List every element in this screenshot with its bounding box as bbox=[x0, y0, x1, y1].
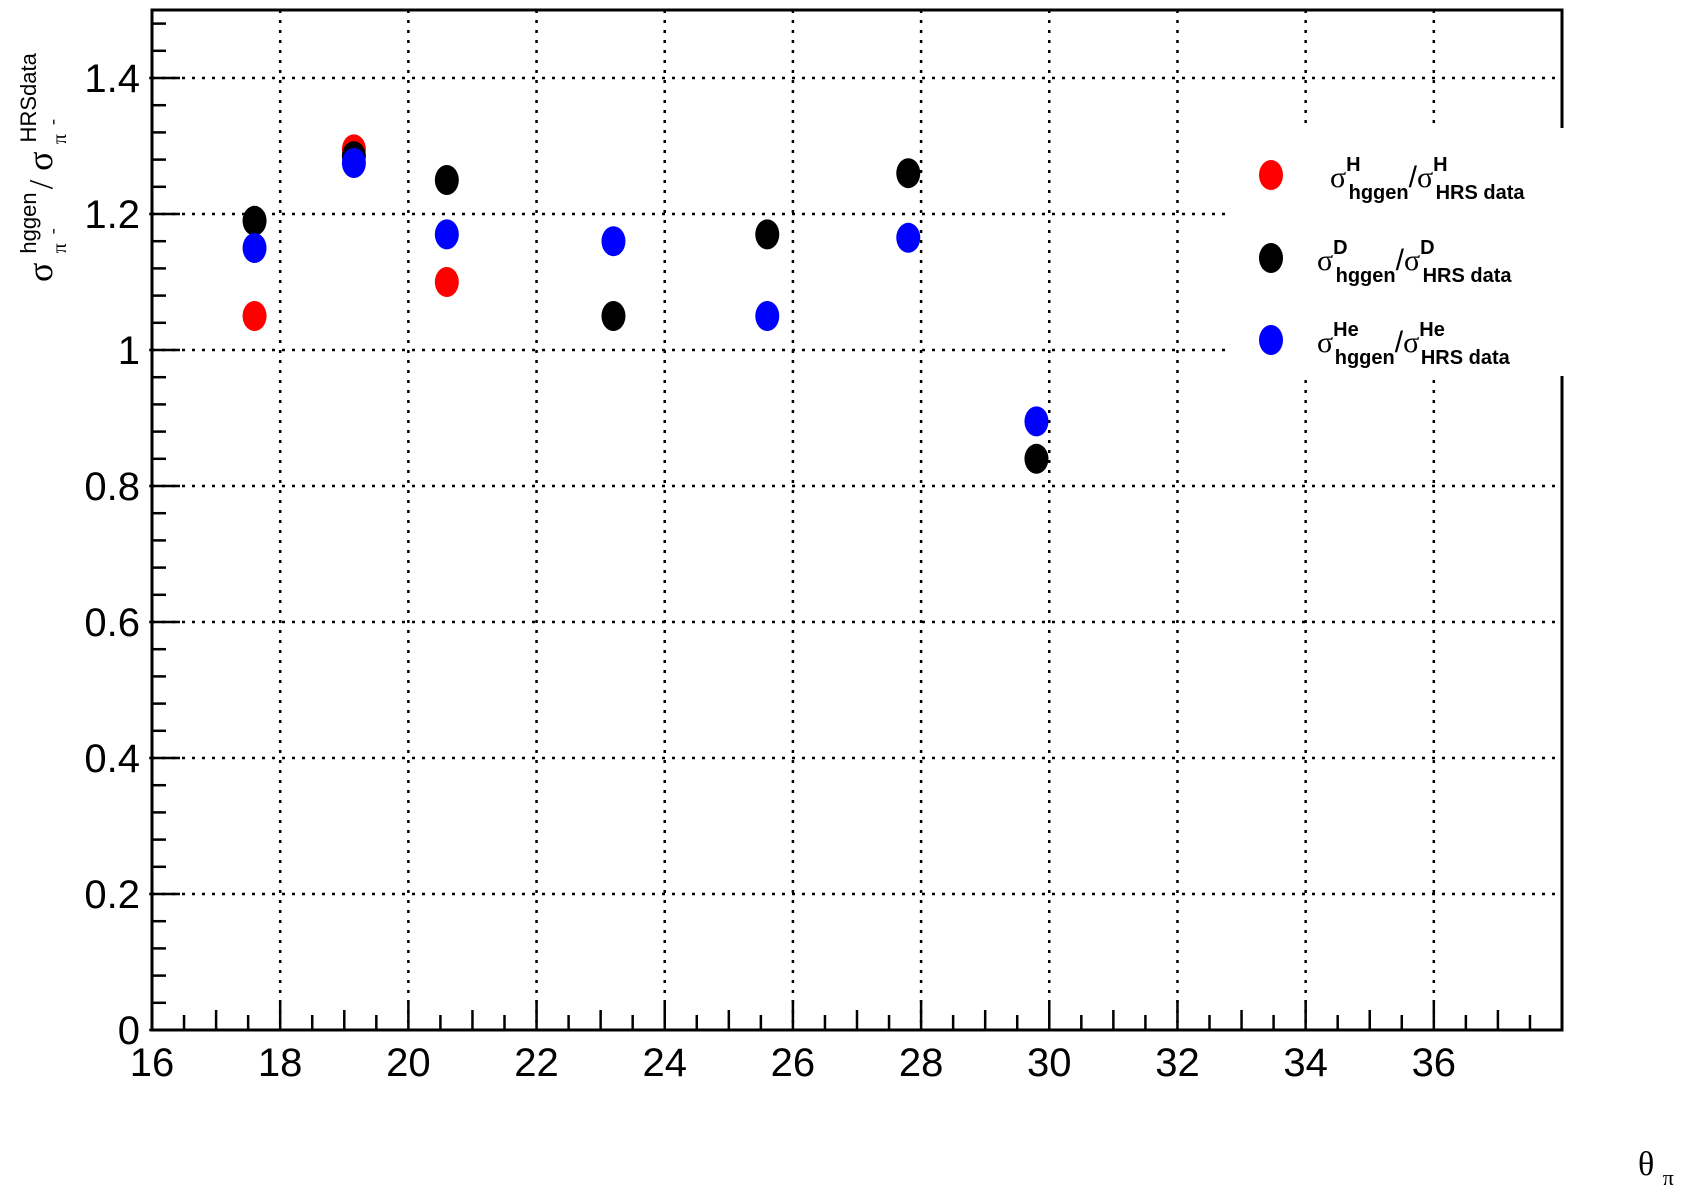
y-tick-label: 1.4 bbox=[84, 57, 140, 101]
y-title-den-sup: HRSdata bbox=[16, 52, 41, 142]
data-point-he bbox=[755, 301, 780, 331]
data-point-d bbox=[434, 165, 459, 195]
data-point-d bbox=[896, 158, 921, 189]
data-point-d bbox=[601, 301, 626, 331]
x-tick-label: 34 bbox=[1283, 1041, 1328, 1085]
y-tick-label: 1 bbox=[118, 329, 140, 373]
y-title-num-base: σ bbox=[20, 263, 60, 282]
x-axis-title-base: θ bbox=[1638, 1146, 1654, 1183]
data-point-d bbox=[242, 205, 267, 236]
y-tick-label: 1.2 bbox=[84, 193, 140, 237]
data-point-h bbox=[434, 267, 459, 297]
y-tick-label: 0.6 bbox=[84, 601, 140, 645]
y-title-den-sub: π bbox=[49, 134, 71, 144]
legend: σH hggen/σH HRS data σD hggen/σD HRS data σHe h… bbox=[1230, 128, 1590, 376]
legend-label-he: σHe hggen/σHe HRS data bbox=[1317, 319, 1511, 369]
grid-lines bbox=[152, 10, 1562, 1030]
x-tick-label: 16 bbox=[130, 1041, 175, 1085]
legend-box bbox=[1230, 128, 1590, 376]
x-tick-label: 30 bbox=[1027, 1041, 1072, 1085]
y-title-slash: / bbox=[23, 179, 60, 189]
data-point-he bbox=[434, 219, 459, 250]
y-title-num-sup: hggen bbox=[16, 192, 41, 253]
y-tick-label: 0.8 bbox=[84, 465, 140, 509]
x-tick-labels: 16 18 20 22 24 26 28 30 32 34 36 bbox=[130, 1041, 1456, 1085]
x-tick-label: 24 bbox=[642, 1041, 687, 1085]
data-point-he bbox=[1024, 406, 1049, 437]
y-title-den-charge: - bbox=[42, 119, 62, 125]
x-tick-label: 32 bbox=[1155, 1041, 1200, 1085]
y-axis-title: σ hggen π - / σ HRSdata π - bbox=[4, 44, 74, 282]
svg-text:θ π -: θ π - bbox=[1638, 1146, 1681, 1193]
x-tick-label: 26 bbox=[771, 1041, 816, 1085]
y-title-num-charge: - bbox=[42, 228, 62, 234]
legend-marker-d bbox=[1259, 243, 1283, 273]
data-point-he bbox=[341, 148, 366, 178]
x-tick-label: 22 bbox=[514, 1041, 559, 1085]
legend-marker-h bbox=[1259, 160, 1283, 190]
x-tick-label: 20 bbox=[386, 1041, 431, 1085]
data-point-he bbox=[601, 226, 626, 257]
x-axis-title-sub: π bbox=[1663, 1165, 1674, 1190]
svg-text:σ hggen π -: σ hggen π - / σ HRSdata π - bbox=[4, 44, 74, 282]
y-tick-label: 0.4 bbox=[84, 737, 140, 781]
y-tick-label: 0.2 bbox=[84, 873, 140, 917]
data-point-d bbox=[1024, 443, 1049, 474]
y-tick-labels: 0 0.2 0.4 0.6 0.8 1 1.2 1.4 bbox=[84, 57, 140, 1053]
x-tick-label: 28 bbox=[899, 1041, 944, 1085]
x-tick-label: 36 bbox=[1412, 1041, 1457, 1085]
axis-ticks bbox=[149, 22, 1564, 1032]
y-title-den-base: σ bbox=[20, 151, 60, 170]
legend-marker-he bbox=[1259, 325, 1283, 355]
data-point-he bbox=[242, 233, 267, 263]
data-point-d bbox=[755, 219, 780, 250]
data-points bbox=[242, 134, 1049, 474]
y-tick-label: 0 bbox=[118, 1009, 140, 1053]
x-axis-title: θ π - bbox=[1638, 1146, 1681, 1193]
data-point-he bbox=[896, 222, 921, 253]
y-title-num-sub: π bbox=[49, 243, 71, 253]
data-point-h bbox=[242, 301, 267, 331]
legend-label-d: σD hggen/σD HRS data bbox=[1317, 237, 1512, 287]
legend-label-h: σH hggen/σH HRS data bbox=[1330, 154, 1525, 204]
x-tick-label: 18 bbox=[258, 1041, 303, 1085]
